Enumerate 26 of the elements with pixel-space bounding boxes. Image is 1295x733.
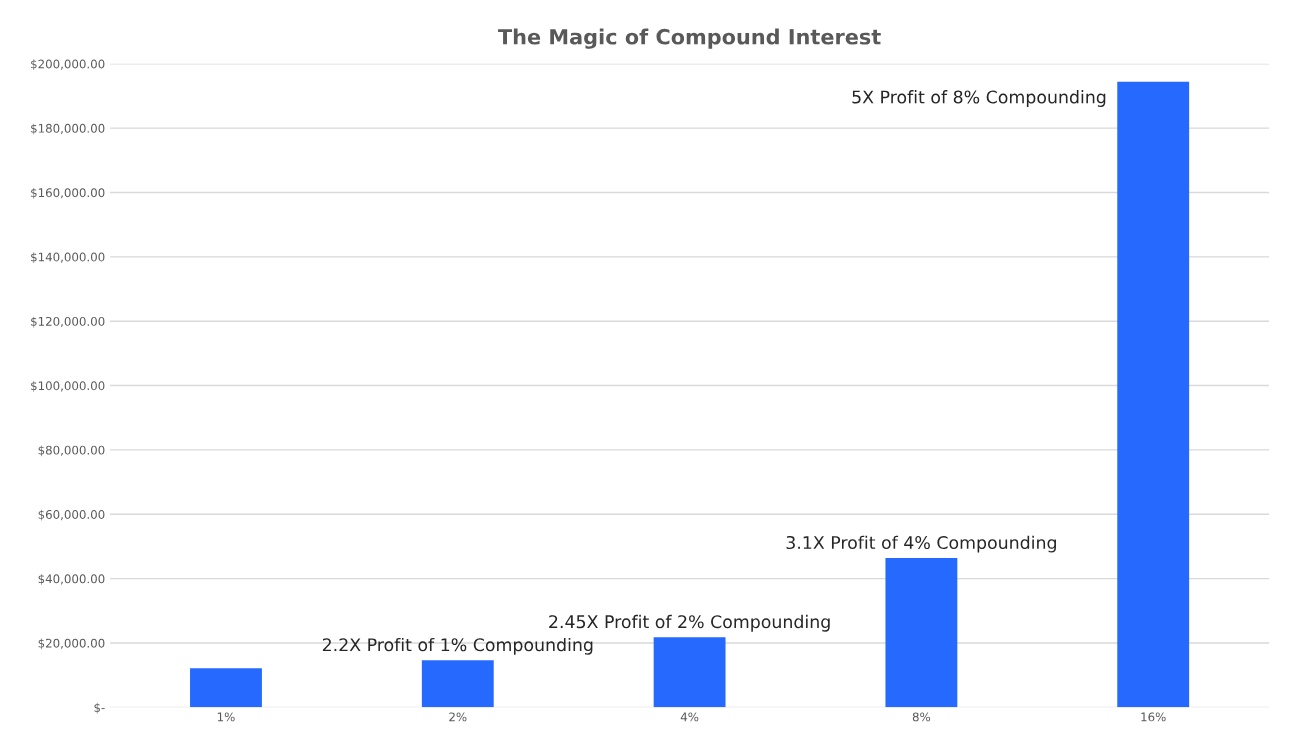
y-tick-label: $40,000.00 <box>38 574 105 585</box>
annotation: 2.45X Profit of 2% Compounding <box>549 614 830 632</box>
y-tick-label: $100,000.00 <box>31 381 105 392</box>
x-tick-label: 8% <box>912 712 931 722</box>
chart-title: The Magic of Compound Interest <box>498 28 881 49</box>
y-tick-label: $60,000.00 <box>38 509 105 521</box>
annotation: 3.1X Profit of 4% Compounding <box>786 535 1056 553</box>
y-tick-label: $80,000.00 <box>38 445 105 457</box>
y-tick-label: $- <box>94 702 105 714</box>
annotation: 2.2X Profit of 1% Compounding <box>322 637 593 655</box>
bar <box>885 558 958 708</box>
x-tick-label: 16% <box>1141 712 1166 722</box>
y-tick-label: $200,000.00 <box>31 59 105 70</box>
y-tick-label: $20,000.00 <box>38 638 105 650</box>
x-tick-label: 1% <box>217 712 235 722</box>
annotation: 5X Profit of 8% Compounding <box>852 90 1106 107</box>
bar <box>1117 81 1190 708</box>
bar <box>421 660 494 708</box>
y-tick-label: $160,000.00 <box>31 188 105 199</box>
y-tick-label: $140,000.00 <box>31 252 105 264</box>
bar <box>190 668 262 708</box>
x-tick-label: 4% <box>680 712 699 722</box>
x-tick-label: 2% <box>449 712 467 722</box>
y-tick-label: $180,000.00 <box>31 123 105 135</box>
y-tick-label: $120,000.00 <box>31 316 105 328</box>
bar <box>653 637 726 708</box>
